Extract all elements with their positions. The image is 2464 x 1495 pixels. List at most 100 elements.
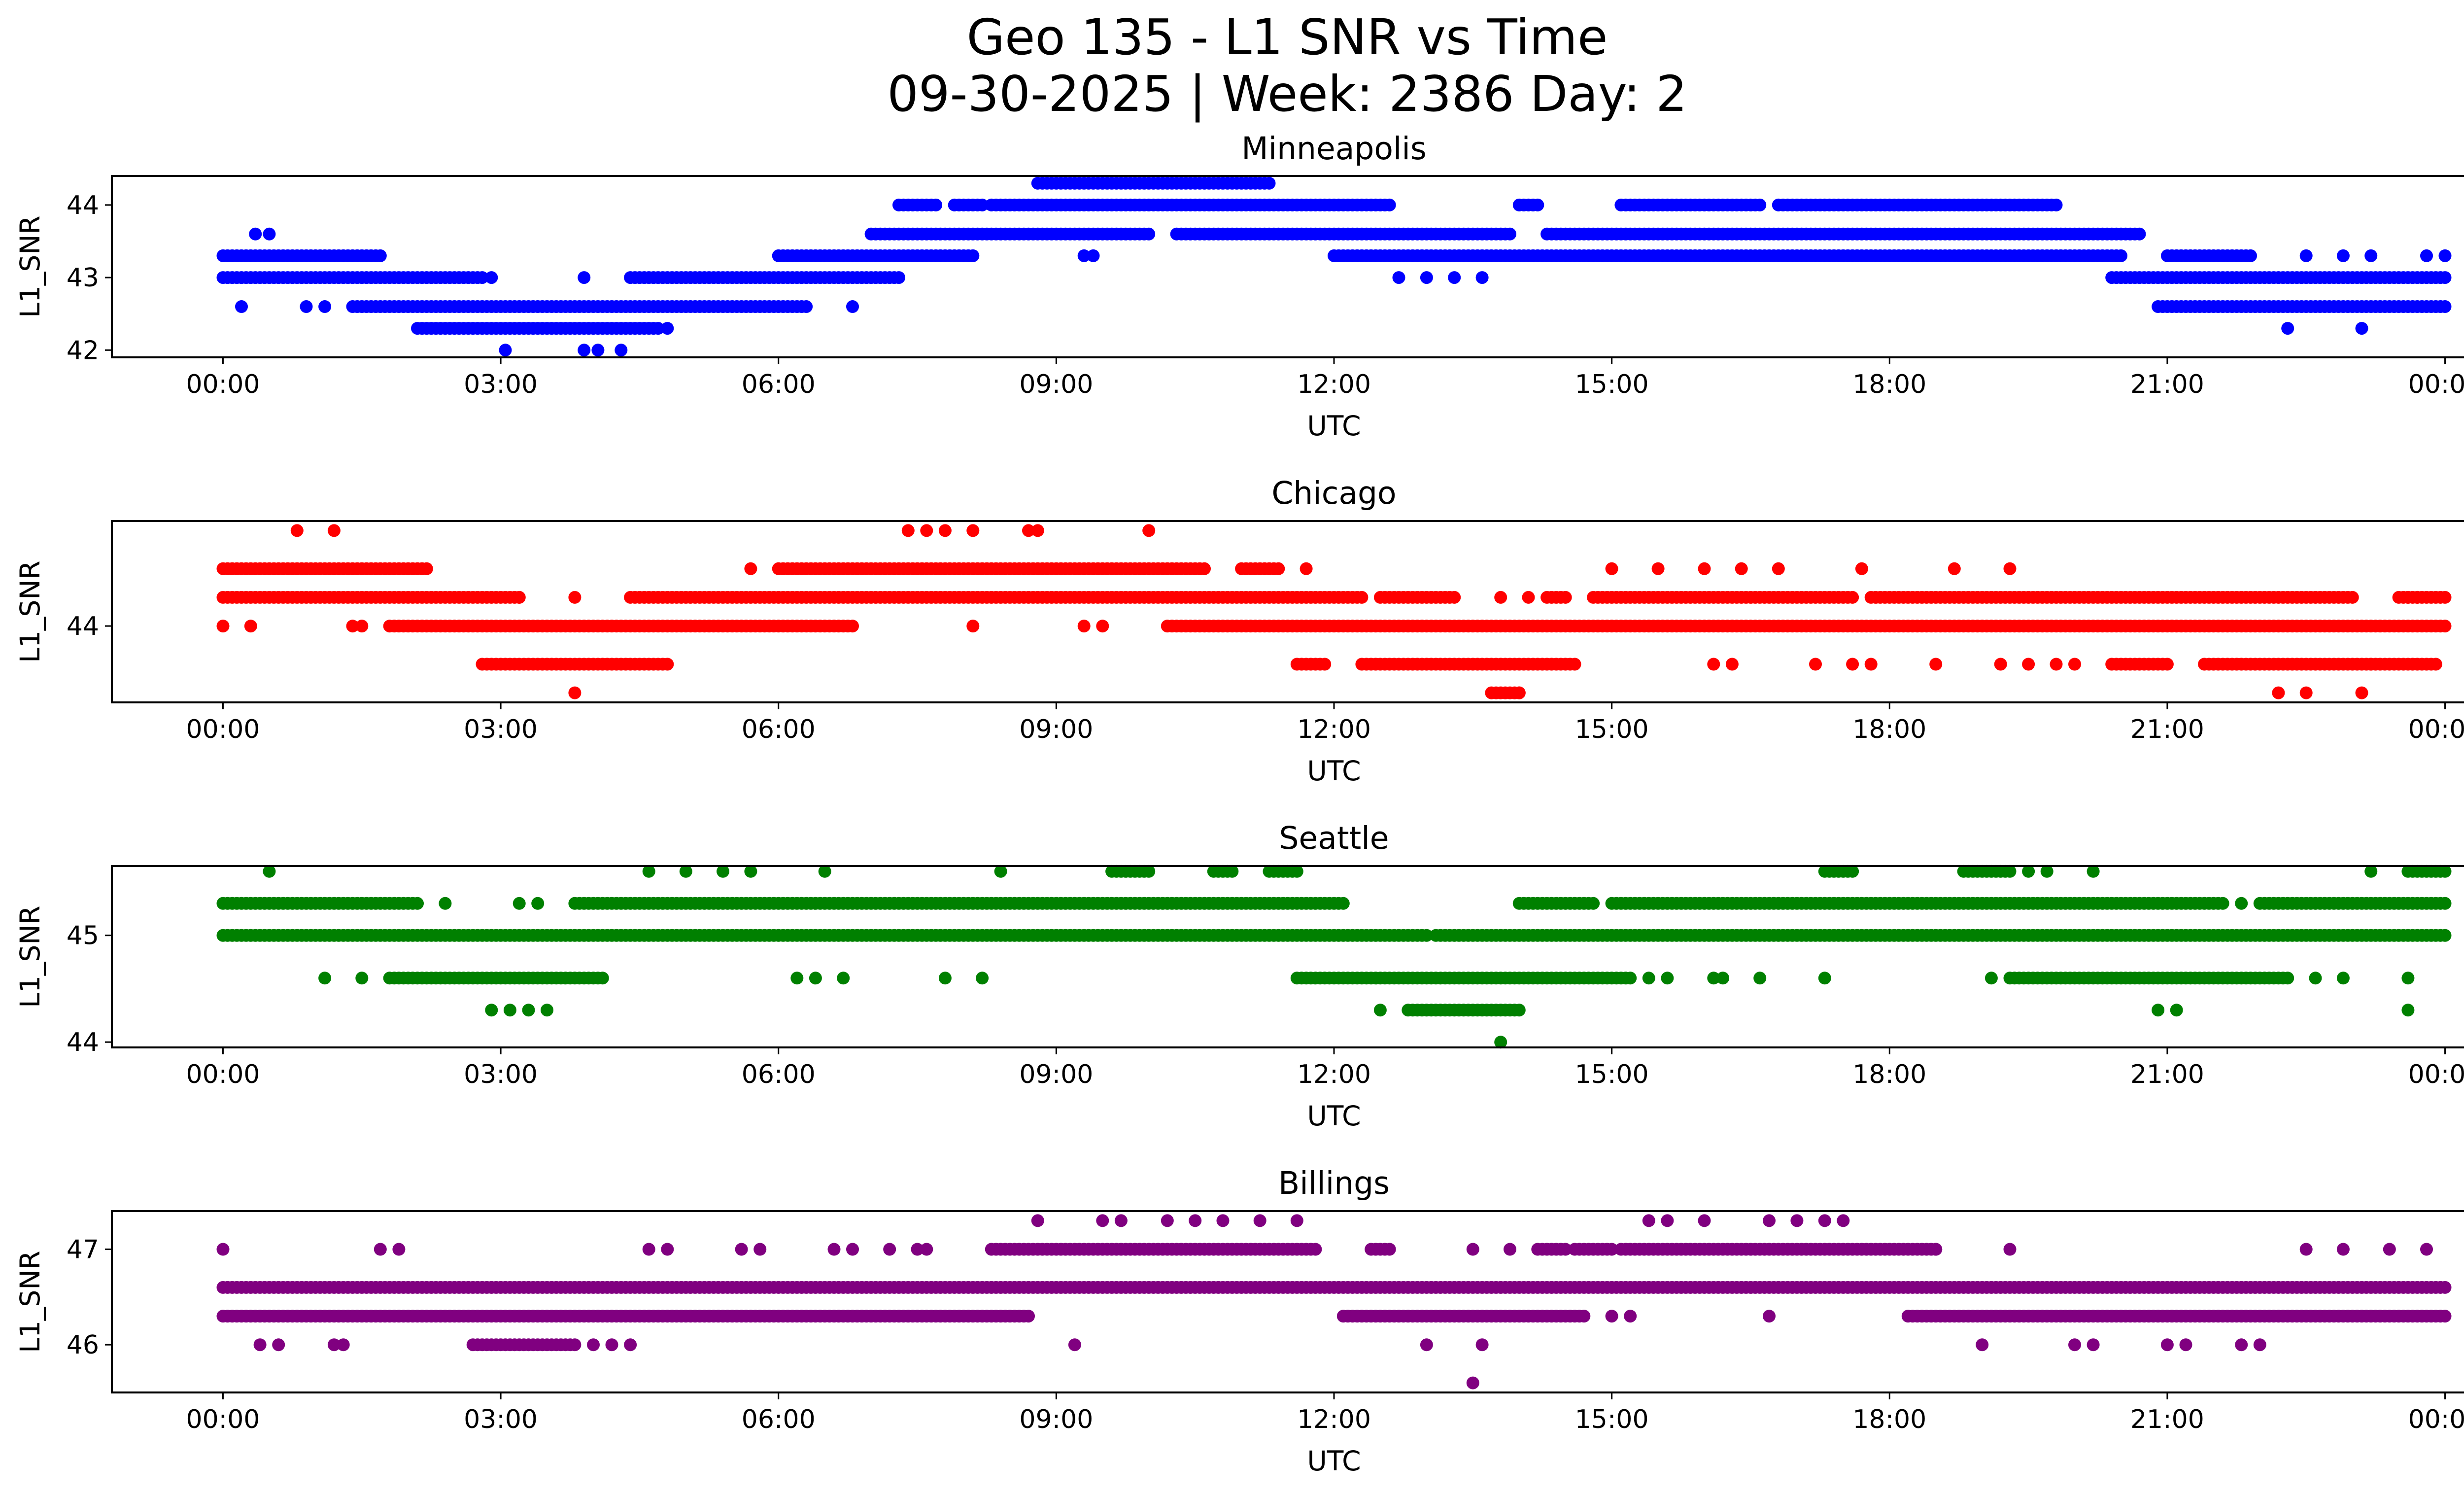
scatter-point — [2336, 972, 2350, 985]
scatter-point — [2401, 1004, 2415, 1017]
scatter-point — [2022, 658, 2035, 671]
scatter-point — [1605, 1310, 1618, 1323]
scatter-point — [578, 271, 591, 284]
scatter-point — [1763, 1310, 1776, 1323]
scatter-point — [1698, 562, 1711, 575]
scatter-point — [587, 1338, 600, 1352]
scatter-point — [2401, 972, 2415, 985]
scatter-point — [2429, 658, 2442, 671]
scatter-point — [1716, 972, 1730, 985]
scatter-point — [827, 1243, 841, 1256]
scatter-markers — [216, 865, 2452, 1049]
scatter-point — [374, 249, 387, 262]
scatter-point — [1522, 591, 1535, 604]
scatter-point — [337, 1338, 350, 1352]
x-tick-label: 09:00 — [1019, 370, 1093, 399]
x-tick-label: 00:00 — [2408, 715, 2464, 744]
scatter-point — [1448, 591, 1461, 604]
scatter-point — [1114, 1214, 1128, 1227]
scatter-point — [2170, 1004, 2183, 1017]
scatter-point — [1948, 562, 1961, 575]
scatter-point — [2244, 249, 2257, 262]
scatter-point — [1336, 897, 1350, 910]
scatter-point — [1272, 562, 1285, 575]
scatter-point — [1263, 176, 1276, 190]
scatter-point — [1309, 1243, 1322, 1256]
scatter-point — [2438, 865, 2452, 878]
scatter-point — [2438, 897, 2452, 910]
scatter-point — [531, 897, 545, 910]
scatter-point — [2179, 1338, 2192, 1352]
x-tick-label: 18:00 — [1852, 1405, 1926, 1434]
scatter-point — [1216, 1214, 1230, 1227]
scatter-point — [1142, 865, 1156, 878]
scatter-point — [596, 972, 609, 985]
scatter-point — [1077, 620, 1091, 633]
scatter-point — [1318, 658, 1332, 671]
x-axis-label: UTC — [1307, 1445, 1361, 1477]
scatter-point — [591, 344, 605, 357]
scatter-point — [2355, 322, 2368, 335]
scatter-point — [2299, 1243, 2313, 1256]
x-tick-label: 18:00 — [1852, 1060, 1926, 1089]
x-tick-label: 00:00 — [186, 1060, 260, 1089]
scatter-point — [272, 1338, 285, 1352]
scatter-point — [578, 344, 591, 357]
x-tick-label: 12:00 — [1297, 715, 1371, 744]
scatter-point — [2068, 1338, 2081, 1352]
scatter-point — [1475, 271, 1489, 284]
scatter-point — [2050, 658, 2063, 671]
scatter-point — [1031, 1214, 1044, 1227]
panel-billings: Billings 00:00 03:00 06:00 09:00 12:00 15:00 1… — [14, 1165, 2464, 1477]
x-tick-label: 03:00 — [464, 1060, 538, 1089]
x-tick-label: 00:00 — [2408, 370, 2464, 399]
x-tick-label: 00:00 — [186, 370, 260, 399]
scatter-point — [976, 972, 989, 985]
scatter-point — [1661, 972, 1674, 985]
scatter-point — [2364, 249, 2378, 262]
x-tick-label: 15:00 — [1575, 1405, 1649, 1434]
scatter-point — [355, 972, 369, 985]
x-tick-label: 21:00 — [2130, 1405, 2204, 1434]
scatter-point — [1512, 1004, 1526, 1017]
scatter-point — [2383, 1243, 2396, 1256]
scatter-point — [1022, 524, 1035, 537]
scatter-point — [1624, 972, 1637, 985]
scatter-point — [809, 972, 822, 985]
scatter-point — [1531, 198, 1544, 211]
y-tick-label: 44 — [67, 1028, 99, 1057]
x-tick-label: 15:00 — [1575, 1060, 1649, 1089]
scatter-point — [1809, 658, 1822, 671]
scatter-point — [2160, 658, 2174, 671]
x-tick-label: 12:00 — [1297, 370, 1371, 399]
x-tick-label: 21:00 — [2130, 715, 2204, 744]
scatter-point — [568, 1338, 582, 1352]
plot-frame — [111, 520, 2464, 703]
scatter-point — [1096, 1214, 1109, 1227]
y-axis-label: L1_SNR — [14, 560, 46, 662]
scatter-point — [846, 620, 859, 633]
scatter-markers — [216, 1214, 2452, 1390]
x-tick-label: 09:00 — [1019, 715, 1093, 744]
scatter-point — [568, 591, 582, 604]
scatter-point — [846, 300, 859, 313]
scatter-point — [485, 271, 498, 284]
scatter-point — [1725, 658, 1739, 671]
x-tick-label: 03:00 — [464, 370, 538, 399]
scatter-point — [892, 271, 905, 284]
scatter-point — [661, 322, 674, 335]
y-tick-label: 47 — [67, 1235, 99, 1264]
scatter-point — [249, 227, 262, 241]
x-tick-label: 06:00 — [742, 370, 816, 399]
scatter-point — [2115, 249, 2127, 262]
scatter-point — [568, 686, 582, 699]
scatter-point — [1642, 1214, 1655, 1227]
figure-title-line1: Geo 135 - L1 SNR vs Time — [967, 8, 1608, 66]
scatter-point — [2438, 300, 2452, 313]
scatter-point — [346, 620, 359, 633]
scatter-point — [2216, 897, 2229, 910]
scatter-point — [966, 524, 980, 537]
scatter-point — [920, 1243, 933, 1256]
